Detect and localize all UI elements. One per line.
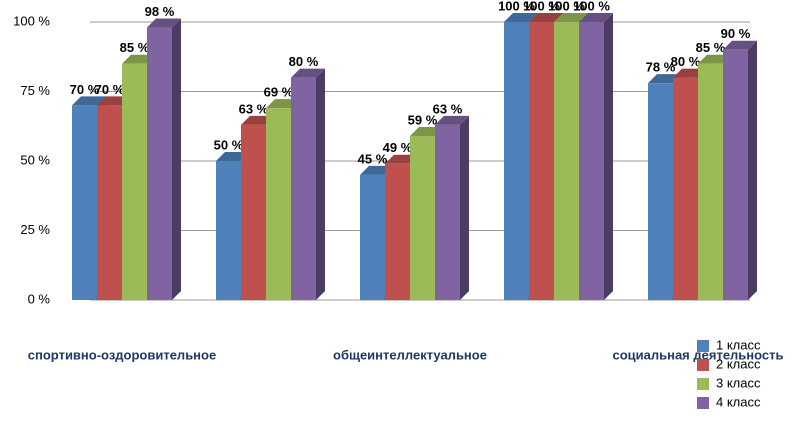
value-label: 100 %	[523, 0, 560, 13]
bar-top	[579, 13, 613, 22]
value-label: 80 %	[289, 54, 319, 69]
bar-front	[147, 27, 172, 301]
bar-front	[360, 174, 385, 300]
legend-swatch	[697, 378, 709, 390]
value-label: 70 %	[70, 82, 100, 97]
bar-top	[504, 13, 538, 22]
bar-front	[648, 83, 673, 300]
y-tick-label: 0 %	[28, 291, 51, 306]
bar-front	[291, 77, 316, 300]
y-tick-label: 25 %	[20, 222, 50, 237]
bar-front	[723, 49, 748, 300]
bar	[435, 115, 469, 300]
value-label: 69 %	[264, 85, 294, 100]
bar	[579, 13, 613, 300]
value-label: 49 %	[383, 140, 413, 155]
value-label: 63 %	[239, 101, 269, 116]
value-label: 100 %	[573, 0, 610, 13]
bar-front	[529, 22, 554, 300]
bar-top	[435, 115, 469, 125]
bar-top	[291, 68, 325, 78]
y-tick-label: 75 %	[20, 83, 50, 98]
value-label: 78 %	[646, 60, 676, 75]
bar-top	[723, 40, 757, 50]
bar-front	[410, 135, 435, 300]
bar-front	[554, 22, 579, 300]
bar-front	[216, 161, 241, 300]
legend-swatch	[697, 397, 709, 409]
x-tick-label: социальная деятельность	[612, 347, 783, 362]
value-label: 98 %	[145, 4, 175, 19]
value-label: 85 %	[120, 40, 150, 55]
legend-label: 2 класс	[716, 356, 761, 371]
bar-top	[72, 96, 106, 106]
bar-top	[147, 18, 181, 28]
value-label: 63 %	[433, 101, 463, 116]
y-tick-label: 50 %	[20, 152, 50, 167]
bar-front	[72, 105, 97, 301]
value-label: 50 %	[214, 137, 244, 152]
bar-top	[554, 13, 588, 22]
legend-swatch	[697, 359, 709, 371]
bar-front	[579, 22, 604, 300]
value-label: 70 %	[95, 82, 125, 97]
legend-label: 1 класс	[716, 337, 761, 352]
bar-side	[604, 13, 613, 300]
legend-swatch	[697, 340, 709, 352]
value-label: 100 %	[548, 0, 585, 13]
bar-side	[748, 40, 757, 301]
bar-front	[266, 108, 291, 301]
bar-front	[504, 22, 529, 300]
bar-front	[673, 77, 698, 300]
bar-front	[97, 105, 122, 301]
x-tick-label: общеинтеллектуальное	[333, 347, 487, 362]
legend-label: 4 класс	[716, 394, 761, 409]
bar-side	[316, 68, 325, 300]
value-label: 90 %	[721, 26, 751, 41]
legend-label: 3 класс	[716, 375, 761, 390]
value-label: 45 %	[358, 151, 388, 166]
bar-front	[698, 63, 723, 301]
value-label: 85 %	[696, 40, 726, 55]
bar	[147, 18, 181, 301]
x-tick-label: спортивно-оздоровительное	[28, 347, 216, 362]
value-label: 100 %	[498, 0, 535, 13]
y-tick-label: 100 %	[13, 13, 50, 28]
value-label: 80 %	[671, 54, 701, 69]
bar	[291, 68, 325, 300]
bar-side	[172, 18, 181, 301]
value-label: 59 %	[408, 112, 438, 127]
bar-front	[241, 124, 266, 300]
bar-front	[435, 124, 460, 300]
bar	[723, 40, 757, 301]
bar-front	[122, 63, 147, 301]
bar-front	[385, 163, 410, 300]
bar-top	[529, 13, 563, 22]
bar-side	[460, 115, 469, 300]
